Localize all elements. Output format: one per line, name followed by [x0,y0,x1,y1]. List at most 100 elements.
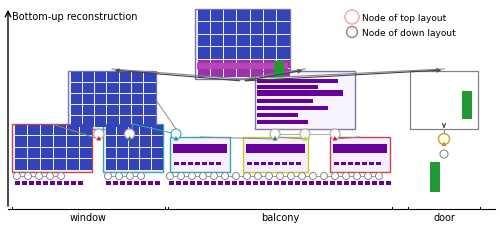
Circle shape [342,173,349,180]
Circle shape [438,134,450,145]
Circle shape [124,129,134,139]
Bar [264,69,276,77]
Bar [120,181,124,185]
Bar [264,48,276,59]
Bar [344,181,348,185]
Polygon shape [272,136,278,141]
Bar [340,162,345,165]
Bar [140,181,145,185]
Bar [54,159,66,170]
Bar [277,35,289,47]
Bar [462,92,472,119]
Bar [277,48,289,59]
Bar [250,35,263,47]
Bar [224,60,236,68]
Bar [66,136,78,147]
Bar [362,162,366,165]
Bar [120,106,131,116]
Bar [83,94,94,105]
Bar [250,60,263,68]
Bar [410,72,478,129]
Bar [196,181,202,185]
Bar [106,148,116,158]
Bar [250,10,263,22]
Bar [12,124,92,172]
Bar [128,159,140,170]
Circle shape [376,173,382,180]
Bar [277,60,289,68]
Polygon shape [302,136,308,141]
Circle shape [138,173,144,180]
Bar [117,159,128,170]
Bar [126,181,132,185]
Bar [174,162,178,165]
Bar [70,83,82,94]
Bar [106,125,116,135]
Bar [238,10,250,22]
Bar [140,136,151,147]
Circle shape [36,173,43,180]
Bar [197,64,288,70]
Bar [264,10,276,22]
Bar [322,181,328,185]
Bar [120,83,131,94]
Bar [154,181,160,185]
Bar [211,60,223,68]
Bar [254,162,258,165]
Bar [80,148,92,158]
Bar [134,181,138,185]
Bar [260,181,264,185]
Bar [168,181,173,185]
Bar [274,162,280,165]
Bar [176,181,180,185]
Bar [257,100,313,104]
Bar [316,181,320,185]
Circle shape [210,173,218,180]
Bar [80,125,92,135]
Bar [120,117,131,127]
Bar [277,10,289,22]
Bar [140,125,151,135]
Bar [95,106,106,116]
Bar [108,72,118,82]
Text: door: door [433,212,455,222]
Bar [224,23,236,34]
Bar [246,162,252,165]
Bar [108,94,118,105]
Bar [264,23,276,34]
Bar [152,148,162,158]
Bar [68,72,156,129]
Bar [288,181,292,185]
Bar [132,94,143,105]
Bar [296,162,300,165]
Bar [257,80,338,84]
Bar [330,137,390,172]
Bar [128,148,140,158]
Bar [194,162,200,165]
Bar [144,117,156,127]
Circle shape [330,129,340,139]
Text: window: window [70,212,107,222]
Bar [117,148,128,158]
Bar [250,69,263,77]
Bar [246,144,305,153]
Circle shape [270,129,280,139]
Circle shape [300,129,310,139]
Bar [198,48,210,59]
Bar [117,136,128,147]
Bar [238,35,250,47]
Circle shape [298,173,306,180]
Polygon shape [332,136,338,141]
Bar [132,106,143,116]
Bar [64,181,68,185]
Bar [152,136,162,147]
Bar [144,72,156,82]
Polygon shape [127,136,132,141]
Bar [274,181,278,185]
Bar [70,181,76,185]
Bar [108,83,118,94]
Circle shape [320,173,328,180]
Bar [216,162,220,165]
Circle shape [354,173,360,180]
Bar [224,181,230,185]
